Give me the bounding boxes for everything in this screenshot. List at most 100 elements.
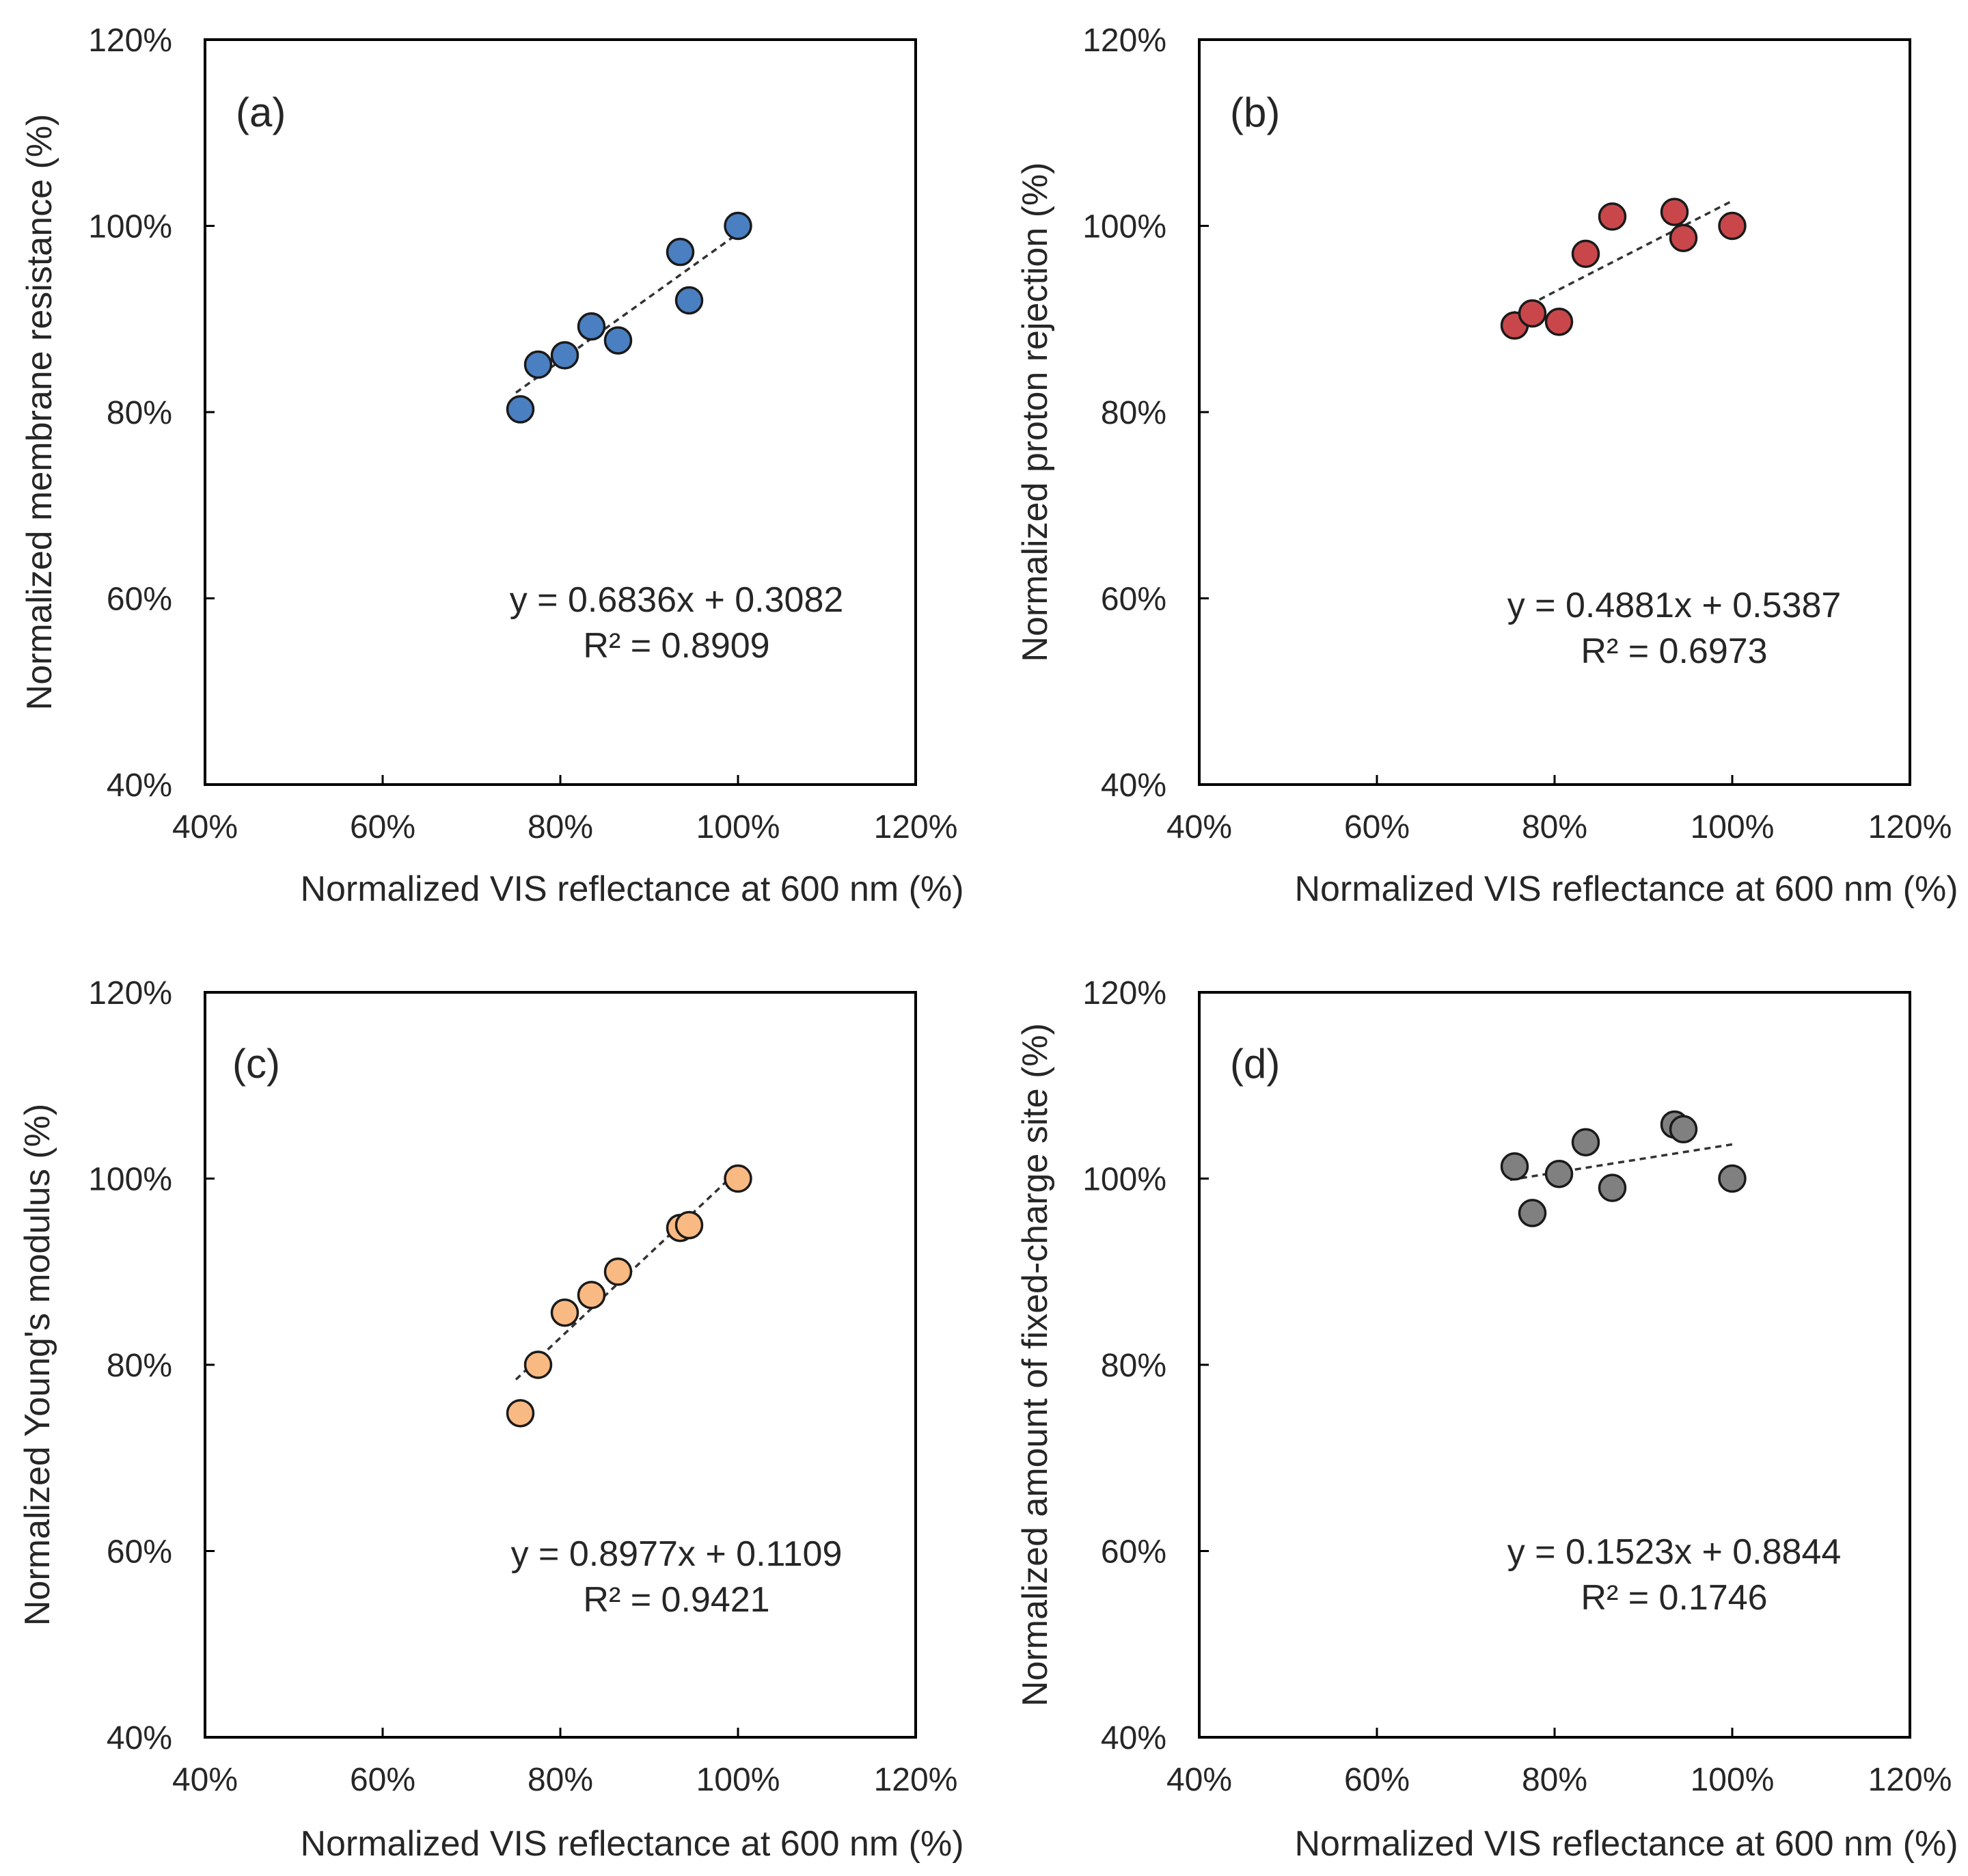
y-tick-label: 60%	[1101, 582, 1166, 618]
y-tick-label: 100%	[1082, 209, 1166, 245]
y-tick-label: 100%	[88, 209, 172, 245]
y-tick-label: 100%	[1082, 1162, 1166, 1198]
data-point	[724, 1164, 752, 1193]
data-point	[603, 326, 633, 355]
y-tick-label: 80%	[1101, 1348, 1166, 1384]
x-tick-label: 40%	[1166, 1762, 1232, 1798]
panel-b: (b) Normalized VIS reflectance at 600 nm…	[1015, 23, 1958, 909]
y-tick-label: 120%	[1082, 975, 1166, 1011]
data-point	[1598, 1173, 1627, 1202]
data-point	[523, 1350, 553, 1379]
panel-d: (d) Normalized VIS reflectance at 600 nm…	[1015, 975, 1958, 1864]
data-point	[506, 395, 535, 424]
x-tick-label: 100%	[696, 809, 780, 845]
data-point	[674, 1210, 704, 1240]
x-tick-label: 100%	[1691, 1762, 1775, 1798]
trend-equation: y = 0.1523x + 0.8844	[1507, 1532, 1842, 1572]
data-point	[1718, 211, 1747, 241]
panel-label: (d)	[1230, 1041, 1280, 1087]
x-tick-label: 60%	[350, 809, 415, 845]
x-axis-title: Normalized VIS reflectance at 600 nm (%)	[300, 1824, 964, 1864]
data-point	[523, 350, 553, 379]
x-tick-label: 120%	[1868, 809, 1952, 845]
data-point	[1500, 1152, 1529, 1181]
y-tick-label: 40%	[107, 767, 172, 804]
plot-area-frame	[1198, 991, 1911, 1739]
y-tick-label: 120%	[88, 975, 172, 1011]
r-squared: R² = 0.1746	[1581, 1578, 1767, 1618]
panel-c: (c) Normalized VIS reflectance at 600 nm…	[18, 975, 964, 1864]
trendline	[1509, 1143, 1733, 1182]
x-tick-label: 120%	[874, 1762, 958, 1798]
data-point	[1544, 1159, 1574, 1188]
x-axis-title: Normalized VIS reflectance at 600 nm (%)	[1294, 869, 1958, 909]
data-point	[674, 286, 704, 315]
y-tick-label: 40%	[1101, 1720, 1166, 1756]
data-point	[1518, 1199, 1547, 1227]
panel-label: (c)	[232, 1041, 280, 1087]
panel-label: (a)	[236, 90, 286, 135]
x-tick-label: 40%	[172, 1762, 238, 1798]
data-point	[1669, 223, 1698, 252]
data-point	[1571, 239, 1600, 269]
y-tick-label: 80%	[107, 395, 172, 431]
y-tick-label: 60%	[107, 1534, 172, 1571]
y-tick-label: 60%	[1101, 1534, 1166, 1571]
x-axis-title: Normalized VIS reflectance at 600 nm (%)	[1294, 1824, 1958, 1864]
trendline	[515, 1169, 739, 1381]
y-axis-title: Normalized amount of fixed-charge site (…	[1015, 1023, 1055, 1707]
y-tick-label: 120%	[1082, 23, 1166, 59]
plot-area-frame	[1198, 38, 1911, 786]
data-point	[550, 341, 579, 370]
data-point	[1518, 299, 1547, 328]
x-tick-label: 60%	[350, 1762, 415, 1798]
plot-area-frame	[204, 38, 917, 786]
data-point	[724, 211, 752, 241]
x-tick-label: 100%	[1691, 809, 1775, 845]
y-axis-title: Normalized Young's modulus (%)	[18, 1104, 57, 1626]
x-tick-label: 80%	[528, 809, 593, 845]
data-point	[603, 1258, 633, 1286]
data-point	[1544, 308, 1574, 336]
data-point	[577, 312, 606, 341]
x-tick-label: 120%	[874, 809, 958, 845]
r-squared: R² = 0.8909	[583, 626, 769, 666]
data-point	[1660, 198, 1689, 226]
data-point	[666, 237, 695, 267]
data-point	[506, 1399, 535, 1428]
data-point	[550, 1298, 579, 1327]
y-tick-label: 40%	[107, 1720, 172, 1756]
panel-a: (a) Normalized VIS reflectance at 600 nm…	[20, 23, 964, 909]
x-tick-label: 120%	[1868, 1762, 1952, 1798]
x-tick-label: 80%	[528, 1762, 593, 1798]
x-tick-label: 80%	[1522, 1762, 1587, 1798]
y-tick-label: 60%	[107, 582, 172, 618]
y-tick-label: 80%	[107, 1348, 172, 1384]
data-point	[1598, 202, 1627, 231]
data-point	[577, 1281, 606, 1309]
y-tick-label: 120%	[88, 23, 172, 59]
x-axis-title: Normalized VIS reflectance at 600 nm (%)	[300, 869, 964, 909]
r-squared: R² = 0.6973	[1581, 631, 1767, 671]
y-tick-label: 40%	[1101, 767, 1166, 804]
trend-equation: y = 0.6836x + 0.3082	[510, 580, 844, 620]
data-point	[1669, 1115, 1698, 1144]
y-tick-label: 100%	[88, 1162, 172, 1198]
y-tick-label: 80%	[1101, 395, 1166, 431]
trendline	[1509, 200, 1733, 316]
x-tick-label: 40%	[172, 809, 238, 845]
x-tick-label: 80%	[1522, 809, 1587, 845]
trend-equation: y = 0.4881x + 0.5387	[1507, 586, 1842, 625]
panel-label: (b)	[1230, 90, 1280, 135]
trend-equation: y = 0.8977x + 0.1109	[511, 1534, 843, 1574]
x-tick-label: 100%	[696, 1762, 780, 1798]
x-tick-label: 60%	[1344, 1762, 1410, 1798]
data-point	[1571, 1128, 1600, 1157]
y-axis-title: Normalized proton rejection (%)	[1015, 162, 1055, 662]
r-squared: R² = 0.9421	[583, 1580, 769, 1620]
data-point	[1718, 1164, 1747, 1193]
plot-area-frame	[204, 991, 917, 1739]
x-tick-label: 60%	[1344, 809, 1410, 845]
x-tick-label: 40%	[1166, 809, 1232, 845]
